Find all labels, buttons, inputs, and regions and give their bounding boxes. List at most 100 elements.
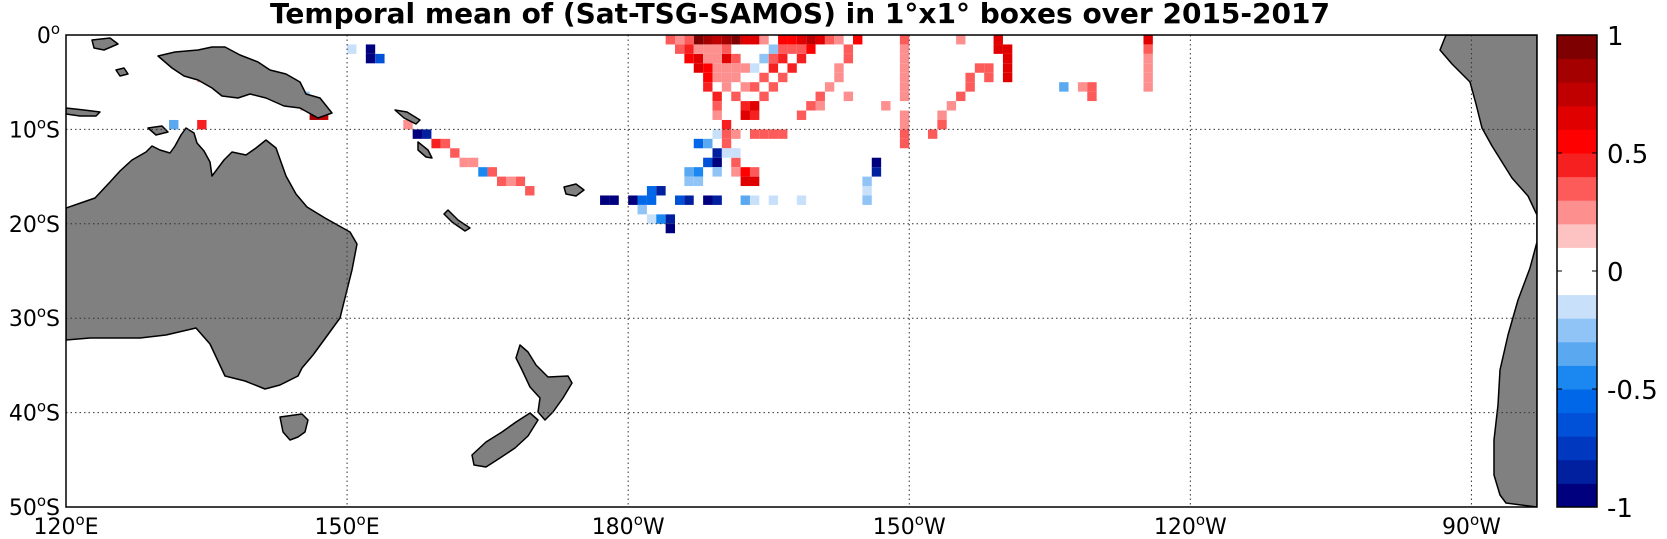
heatmap-cell xyxy=(899,110,910,120)
heatmap-cell xyxy=(965,72,975,83)
colorbar: 1 0.5 0 -0.5 -1 xyxy=(1556,22,1658,524)
heatmap-cell xyxy=(759,53,769,64)
heatmap-cell xyxy=(712,157,722,168)
heatmap-cell xyxy=(403,119,413,130)
heatmap-cell xyxy=(749,129,760,139)
heatmap-cell xyxy=(665,35,676,45)
heatmap-cell xyxy=(712,195,722,205)
heatmap-cell xyxy=(731,72,741,83)
heatmap-cell xyxy=(637,195,647,205)
heatmap-cell xyxy=(431,138,441,149)
heatmap-cell xyxy=(834,72,844,83)
heatmap-cell xyxy=(665,214,676,224)
heatmap-cell xyxy=(759,35,769,45)
heatmap-cell xyxy=(899,129,910,139)
heatmap-cell xyxy=(712,63,722,73)
heatmap-cell xyxy=(721,44,732,54)
heatmap-cell xyxy=(721,72,732,83)
heatmap-cell xyxy=(506,176,516,187)
heatmap-cell xyxy=(740,176,750,187)
heatmap-cell xyxy=(834,63,844,73)
landmass-vanuatu xyxy=(443,209,471,232)
heatmap-cell xyxy=(684,44,694,54)
colorbar-ticks: 1 0.5 0 -0.5 -1 xyxy=(1557,22,1658,524)
colorbar-segment xyxy=(1557,223,1597,248)
heatmap-cell xyxy=(731,91,741,102)
lat-tick-label: 0o xyxy=(37,20,60,49)
heatmap-cell xyxy=(646,186,657,196)
heatmap-cell xyxy=(703,53,713,64)
heatmap-cell xyxy=(712,101,722,111)
heatmap-cell xyxy=(984,63,994,73)
heatmap-cell xyxy=(365,44,376,54)
heatmap-cell xyxy=(759,129,769,139)
colorbar-segment xyxy=(1557,176,1597,201)
heatmap-cell xyxy=(1002,63,1013,73)
heatmap-cell xyxy=(740,63,750,73)
heatmap-cell xyxy=(740,110,750,120)
heatmap-cell xyxy=(703,63,713,73)
heatmap-cell xyxy=(843,44,854,54)
heatmap-cell xyxy=(899,72,910,83)
heatmap-cell xyxy=(693,138,704,149)
heatmap-cell xyxy=(796,53,807,64)
heatmap-cell xyxy=(768,195,779,205)
heatmap-cell xyxy=(637,204,647,215)
heatmap-cell xyxy=(899,53,910,64)
heatmap-cell xyxy=(937,119,947,130)
heatmap-cell xyxy=(712,129,722,139)
heatmap-cell xyxy=(778,129,788,139)
landmass-new-guinea xyxy=(157,46,333,119)
heatmap-cell xyxy=(768,44,779,54)
heatmap-cell xyxy=(993,44,1003,54)
heatmap-cell xyxy=(721,148,732,158)
landmass-australia xyxy=(66,127,358,390)
heatmap-cell xyxy=(684,176,694,187)
landmass-new-zealand-south xyxy=(471,412,539,468)
heatmap-cell xyxy=(759,72,769,83)
colorbar-tick-label: 1 xyxy=(1607,22,1624,52)
heatmap-cell xyxy=(824,35,835,45)
heatmap-cell xyxy=(450,148,460,158)
landmass-sumba-islands xyxy=(66,107,101,117)
heatmap-cell xyxy=(731,167,741,177)
landmass-south-america xyxy=(1439,35,1537,507)
heatmap-cell xyxy=(693,63,704,73)
lon-tick-label: 150oE xyxy=(315,511,380,539)
lat-tick-label: 30oS xyxy=(9,303,60,332)
heatmap-cell xyxy=(347,44,357,54)
heatmap-cell xyxy=(899,119,910,130)
heatmap-cell xyxy=(740,82,750,92)
heatmap-cell xyxy=(749,101,760,111)
lat-tick-label: 20oS xyxy=(9,209,60,238)
heatmap-cell xyxy=(712,148,722,158)
figure-title: Temporal mean of (Sat-TSG-SAMOS) in 1°x1… xyxy=(270,0,1330,30)
heatmap-cell xyxy=(169,119,179,130)
heatmap-cell xyxy=(712,91,722,102)
heatmap-cell xyxy=(815,35,825,45)
heatmap-cell xyxy=(871,167,882,177)
heatmap-cell xyxy=(806,44,816,54)
heatmap-cell xyxy=(1077,82,1088,92)
heatmap-cell xyxy=(375,53,385,64)
heatmap-cell xyxy=(703,82,713,92)
heatmap-cell xyxy=(899,63,910,73)
heatmap-cell xyxy=(881,101,891,111)
heatmap-cell xyxy=(1143,63,1153,73)
heatmap-cell xyxy=(731,35,741,45)
heatmap-cell xyxy=(899,138,910,149)
colorbar-segment xyxy=(1557,153,1597,178)
colorbar-segment xyxy=(1557,318,1597,343)
heatmap-cell xyxy=(1002,44,1013,54)
heatmap-cell xyxy=(740,167,750,177)
map-area xyxy=(66,35,1537,507)
heatmap-cell xyxy=(1059,82,1069,92)
lat-tick-label: 40oS xyxy=(9,398,60,427)
heatmap-cell xyxy=(1143,44,1153,54)
colorbar-segments xyxy=(1557,35,1597,508)
heatmap-cell xyxy=(815,101,825,111)
heatmap-cell xyxy=(675,195,685,205)
heatmap-cell xyxy=(365,53,376,64)
heatmap-cell xyxy=(609,195,619,205)
